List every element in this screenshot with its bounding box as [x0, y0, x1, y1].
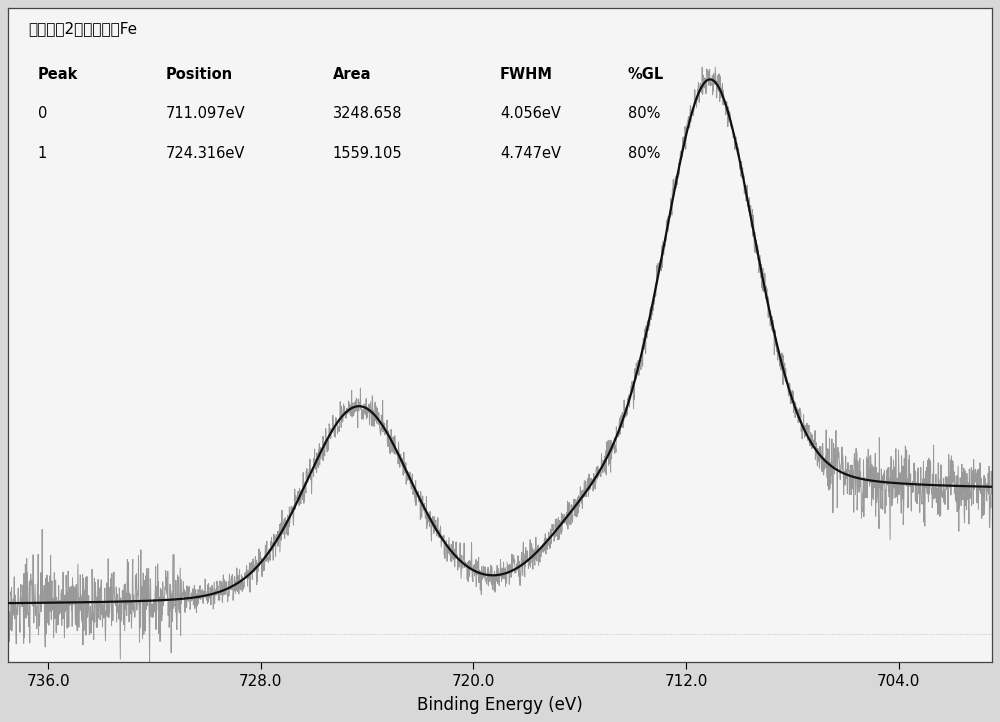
Text: 1: 1 [38, 146, 47, 160]
Text: Area: Area [333, 67, 371, 82]
Text: 1559.105: 1559.105 [333, 146, 402, 160]
X-axis label: Binding Energy (eV): Binding Energy (eV) [417, 696, 583, 713]
Text: 4.747eV: 4.747eV [500, 146, 561, 160]
Text: FWHM: FWHM [500, 67, 553, 82]
Text: 80%: 80% [628, 146, 660, 160]
Text: Peak: Peak [38, 67, 78, 82]
Text: 4.056eV: 4.056eV [500, 106, 561, 121]
Text: 0: 0 [38, 106, 47, 121]
Text: 80%: 80% [628, 106, 660, 121]
Text: Position: Position [166, 67, 233, 82]
Text: 724.316eV: 724.316eV [166, 146, 245, 160]
Text: 711.097eV: 711.097eV [166, 106, 245, 121]
Text: 3248.658: 3248.658 [333, 106, 402, 121]
Text: 催化剂－2－未还原－Fe: 催化剂－2－未还原－Fe [28, 22, 137, 36]
Text: %GL: %GL [628, 67, 664, 82]
